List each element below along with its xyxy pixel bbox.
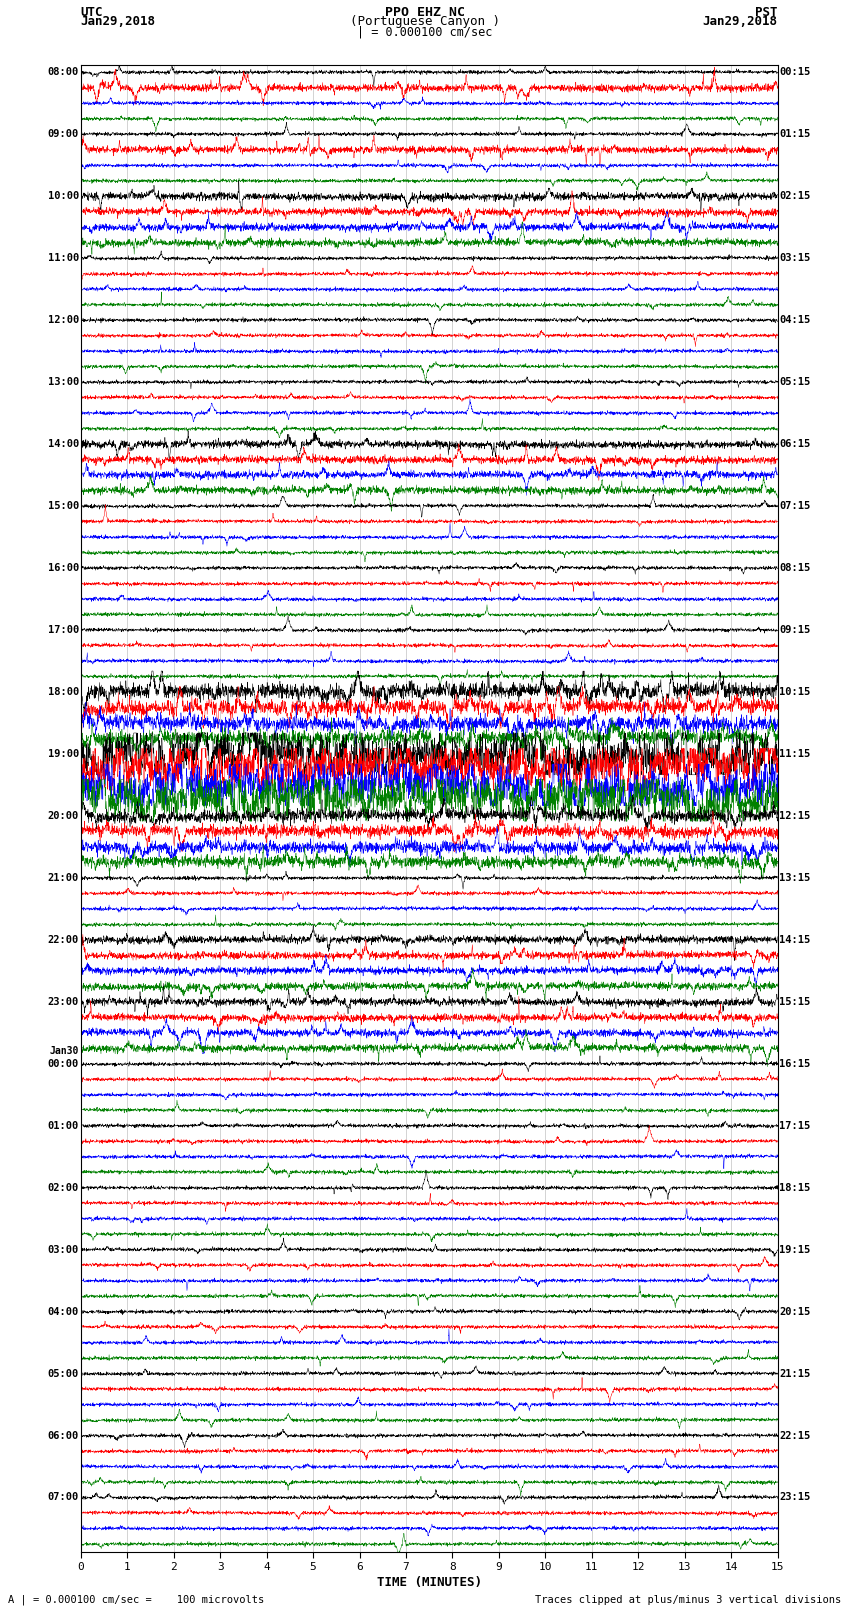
Text: 20:15: 20:15 <box>779 1307 811 1316</box>
Text: 17:15: 17:15 <box>779 1121 811 1131</box>
Text: | = 0.000100 cm/sec: | = 0.000100 cm/sec <box>357 24 493 39</box>
Text: 02:15: 02:15 <box>779 192 811 202</box>
Text: 07:00: 07:00 <box>48 1492 79 1502</box>
Text: Jan29,2018: Jan29,2018 <box>703 16 778 29</box>
Text: 16:00: 16:00 <box>48 563 79 573</box>
Text: 23:00: 23:00 <box>48 997 79 1007</box>
Text: 16:15: 16:15 <box>779 1058 811 1069</box>
Text: 21:15: 21:15 <box>779 1368 811 1379</box>
Text: 12:00: 12:00 <box>48 315 79 326</box>
Text: 15:00: 15:00 <box>48 502 79 511</box>
Text: 13:00: 13:00 <box>48 377 79 387</box>
Text: 15:15: 15:15 <box>779 997 811 1007</box>
Text: 12:15: 12:15 <box>779 811 811 821</box>
Text: 17:00: 17:00 <box>48 624 79 636</box>
Text: UTC: UTC <box>81 5 103 19</box>
Text: 23:15: 23:15 <box>779 1492 811 1502</box>
Text: PST: PST <box>756 5 778 19</box>
Text: Jan29,2018: Jan29,2018 <box>81 16 156 29</box>
Text: 14:15: 14:15 <box>779 936 811 945</box>
Text: 02:00: 02:00 <box>48 1182 79 1192</box>
Text: 06:00: 06:00 <box>48 1431 79 1440</box>
Text: PPO EHZ NC: PPO EHZ NC <box>385 5 465 19</box>
Text: 14:00: 14:00 <box>48 439 79 448</box>
Text: 19:15: 19:15 <box>779 1245 811 1255</box>
Text: 21:00: 21:00 <box>48 873 79 882</box>
Text: 18:15: 18:15 <box>779 1182 811 1192</box>
Text: 11:00: 11:00 <box>48 253 79 263</box>
Text: 18:00: 18:00 <box>48 687 79 697</box>
Text: (Portuguese Canyon ): (Portuguese Canyon ) <box>350 16 500 29</box>
Text: A | = 0.000100 cm/sec =    100 microvolts: A | = 0.000100 cm/sec = 100 microvolts <box>8 1594 264 1605</box>
Text: 19:00: 19:00 <box>48 748 79 758</box>
Text: 07:15: 07:15 <box>779 502 811 511</box>
Text: 13:15: 13:15 <box>779 873 811 882</box>
Text: 05:15: 05:15 <box>779 377 811 387</box>
Text: 05:00: 05:00 <box>48 1368 79 1379</box>
Text: 22:00: 22:00 <box>48 936 79 945</box>
Text: Traces clipped at plus/minus 3 vertical divisions: Traces clipped at plus/minus 3 vertical … <box>536 1595 842 1605</box>
Text: 08:15: 08:15 <box>779 563 811 573</box>
Text: 03:15: 03:15 <box>779 253 811 263</box>
Text: 11:15: 11:15 <box>779 748 811 758</box>
Text: 00:00: 00:00 <box>48 1058 79 1069</box>
Text: 09:00: 09:00 <box>48 129 79 139</box>
Text: 01:15: 01:15 <box>779 129 811 139</box>
X-axis label: TIME (MINUTES): TIME (MINUTES) <box>377 1576 482 1589</box>
Text: 00:15: 00:15 <box>779 68 811 77</box>
Text: 03:00: 03:00 <box>48 1245 79 1255</box>
Text: Jan30: Jan30 <box>49 1045 79 1057</box>
Text: 10:15: 10:15 <box>779 687 811 697</box>
Text: 22:15: 22:15 <box>779 1431 811 1440</box>
Text: 10:00: 10:00 <box>48 192 79 202</box>
Text: 08:00: 08:00 <box>48 68 79 77</box>
Text: 20:00: 20:00 <box>48 811 79 821</box>
Text: 04:00: 04:00 <box>48 1307 79 1316</box>
Text: 09:15: 09:15 <box>779 624 811 636</box>
Text: 06:15: 06:15 <box>779 439 811 448</box>
Text: 04:15: 04:15 <box>779 315 811 326</box>
Text: 01:00: 01:00 <box>48 1121 79 1131</box>
